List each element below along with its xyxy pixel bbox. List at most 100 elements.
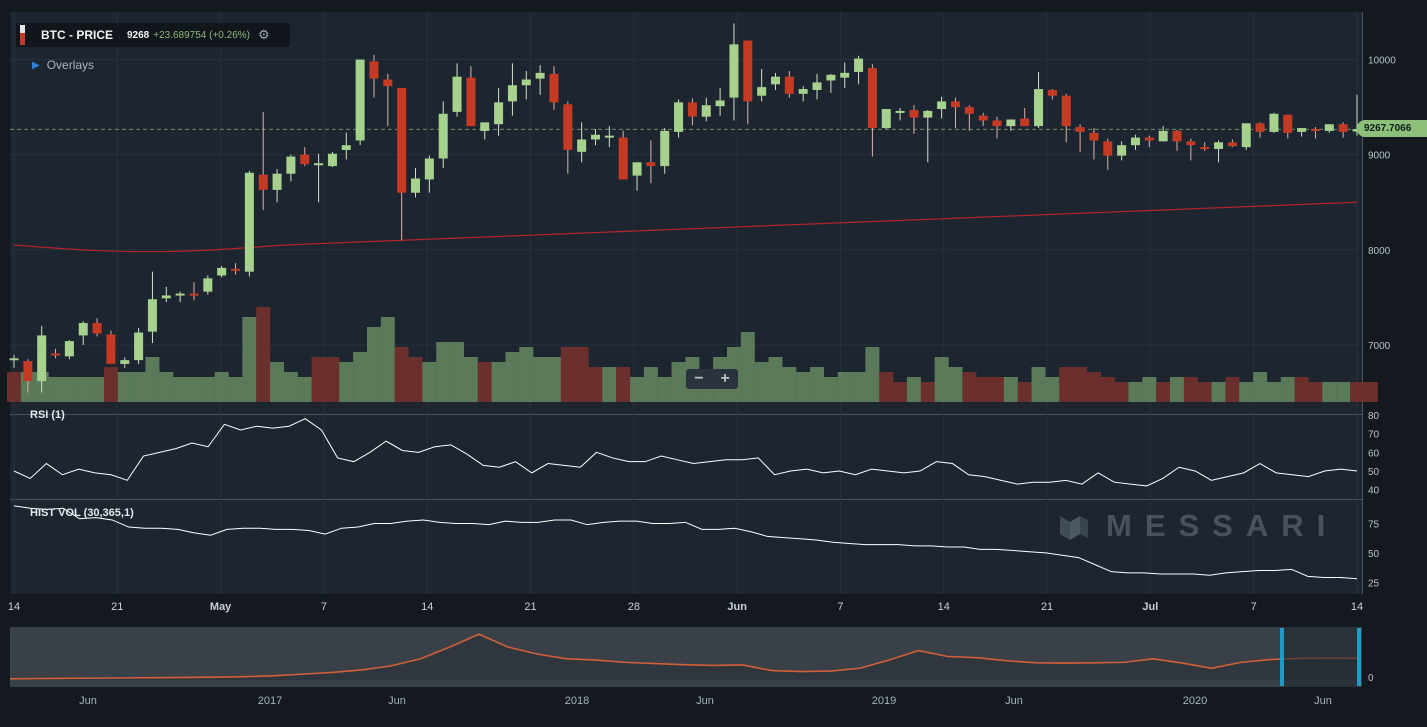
candle-body — [51, 353, 61, 356]
candle-body — [895, 110, 905, 113]
volume-bar — [117, 372, 132, 402]
overlays-toggle[interactable]: ▶ Overlays — [32, 58, 94, 72]
volume-bar — [934, 357, 949, 402]
candle-body — [757, 87, 767, 96]
x-tick-label: 14 — [1351, 601, 1363, 613]
candle-body — [23, 361, 33, 382]
volume-bar — [505, 352, 520, 402]
candle-body — [92, 323, 102, 334]
volume-bar — [380, 317, 395, 402]
volume-bar — [477, 362, 492, 402]
candle-body — [1269, 113, 1279, 132]
candle-body — [1297, 128, 1307, 132]
candle-body — [784, 76, 794, 94]
candle — [1006, 119, 1016, 131]
x-tick-label: Jun — [727, 601, 747, 613]
candle — [632, 162, 642, 191]
volume-bar — [560, 347, 575, 402]
candle-body — [203, 278, 213, 292]
candle — [1255, 122, 1265, 138]
candle — [798, 86, 808, 102]
candle — [480, 122, 490, 140]
candle — [1172, 129, 1182, 151]
volume-bar — [851, 372, 866, 402]
candle — [1269, 112, 1279, 133]
candle — [646, 140, 656, 184]
candle-body — [466, 77, 476, 127]
volume-bar — [1128, 382, 1143, 402]
messari-logo-icon — [1060, 516, 1088, 540]
volume-bar — [976, 377, 991, 402]
rsi-panel-label: RSI (1) — [30, 409, 65, 421]
candle-body — [175, 293, 185, 296]
candle-body — [881, 109, 891, 129]
zoom-out-button[interactable]: − — [694, 370, 704, 387]
price-legend: BTC - PRICE 9268 +23.689754 (+0.26%) ⚙ — [16, 23, 290, 47]
zoom-controls: − + — [686, 369, 738, 389]
candle-body — [161, 295, 171, 299]
candle — [1186, 138, 1196, 161]
volume-bar — [214, 372, 229, 402]
candle-body — [272, 173, 282, 190]
candle-body — [549, 73, 559, 103]
candle — [701, 97, 711, 122]
candle-body — [909, 109, 919, 118]
hv-tick-label: 25 — [1368, 578, 1380, 589]
navigator-tick-label: 0 — [1368, 673, 1374, 684]
volume-bar — [339, 362, 354, 402]
symbol-label: BTC - PRICE — [41, 28, 113, 42]
navigator-x-label: 2020 — [1183, 695, 1207, 707]
y-tick-label: 8000 — [1368, 246, 1391, 257]
candle-body — [78, 323, 88, 336]
candle — [397, 88, 407, 241]
candle — [1117, 141, 1127, 161]
zoom-in-button[interactable]: + — [720, 370, 730, 387]
volume-bar — [1142, 377, 1157, 402]
candle — [272, 168, 282, 203]
candle — [757, 69, 767, 102]
candle-body — [258, 174, 268, 190]
candle — [937, 96, 947, 119]
volume-bar — [422, 362, 437, 402]
candle — [1214, 140, 1224, 163]
volume-bar — [796, 372, 811, 402]
candle — [438, 101, 448, 168]
candle-body — [1061, 95, 1071, 127]
candle-body — [411, 178, 421, 193]
candle — [577, 122, 587, 163]
candle — [92, 318, 102, 337]
candle-body — [1310, 129, 1320, 131]
navigator-handle-right — [1357, 628, 1361, 686]
candle — [424, 155, 434, 193]
candle-body — [743, 40, 753, 102]
candle — [1227, 139, 1237, 148]
candle — [120, 357, 130, 368]
volume-bar — [671, 362, 686, 402]
volume-bar — [491, 362, 506, 402]
candle — [134, 327, 144, 364]
navigator-x-label: Jun — [1005, 695, 1023, 707]
volume-bar — [574, 347, 589, 402]
volume-bar — [1294, 377, 1309, 402]
navigator-x-label: Jun — [79, 695, 97, 707]
candle — [175, 291, 185, 303]
candle-body — [1200, 147, 1210, 150]
current-price-tag: 9267.7066 — [1357, 120, 1427, 137]
gear-icon[interactable]: ⚙ — [258, 27, 270, 42]
volume-bar — [311, 357, 326, 402]
volume-bar — [1017, 382, 1032, 402]
volume-bar — [533, 357, 548, 402]
volume-bar — [1073, 367, 1088, 402]
candle-body — [494, 102, 504, 125]
x-tick-label: 14 — [938, 601, 950, 613]
candle-body — [452, 76, 462, 112]
rsi-tick-label: 60 — [1368, 448, 1380, 459]
volume-bar — [186, 377, 201, 402]
volume-bar — [657, 377, 672, 402]
candle — [1324, 124, 1334, 133]
candle — [909, 105, 919, 134]
candle — [51, 348, 61, 359]
candle — [563, 101, 573, 174]
volume-bar — [297, 377, 312, 402]
